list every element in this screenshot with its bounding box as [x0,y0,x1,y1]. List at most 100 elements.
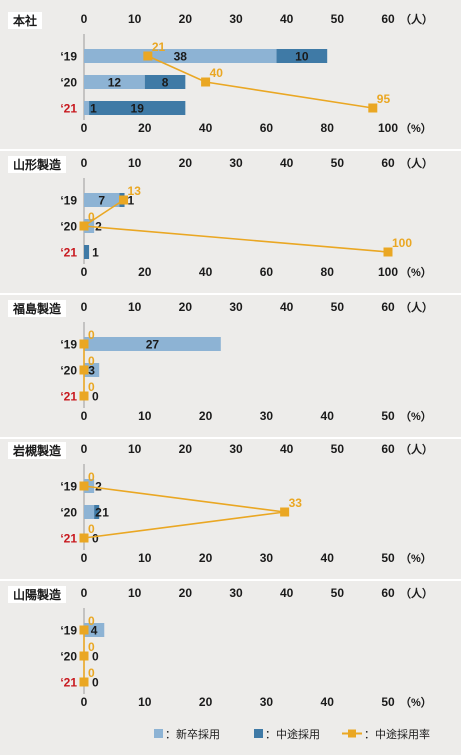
panel-1-label-mid-career-2: 8 [162,76,169,90]
panel-1-title-bg [8,12,42,29]
panel-2-title-bg [8,156,66,173]
panel-4-top-tick-4: 40 [280,442,294,456]
panel-5-top-tick-6: 60 [381,586,395,600]
panel-5-rate-marker-1 [79,625,89,635]
panel-2-rate-label-1: 13 [128,184,142,198]
panel-4-category-3: ‘21 [60,532,77,546]
panel-3-label-zero-3: 0 [92,390,99,404]
panel-1-bottom-tick-0: 0 [81,121,88,135]
panel-5-top-tick-2: 20 [179,586,193,600]
panel-1-bar-mid-career-2 [144,75,186,89]
panel-3-bottom-tick-4: 40 [321,409,335,423]
panel-3-title-bg [8,300,66,317]
legend: ：新卒採用 ：中途採用 ：中途採用率 [154,727,430,741]
panel-1-rate-label-1: 21 [152,40,166,54]
legend-new-grad-label: ：新卒採用 [165,727,220,741]
panel-3-top-tick-6: 60 [381,300,395,314]
panel-3-bottom-tick-3: 30 [260,409,274,423]
panel-1-label-new-grad-2: 12 [108,76,122,90]
panel-2-category-1: ‘19 [60,194,77,208]
panel-1-label-mid-career-1: 10 [295,50,309,64]
panel-5-bottom-tick-0: 0 [81,695,88,709]
panel-3-top-tick-0: 0 [81,300,88,314]
panel-5-top-tick-5: 50 [331,586,345,600]
panel-4-bottom-unit: （%） [400,552,432,565]
panel-4-category-1: ‘19 [60,480,77,494]
panel-2-bar-mid-career-3 [84,245,90,259]
panel-1-category-3: ‘21 [60,102,77,116]
panel-5-rate-label-1: 0 [88,614,95,628]
panel-4-rate-label-1: 0 [88,470,95,484]
panel-2-bottom-tick-0: 0 [81,265,88,279]
panel-1-rate-label-2: 40 [210,66,224,80]
panel-2-bottom-tick-4: 80 [321,265,335,279]
panel-3-label-new-grad-1: 27 [146,338,160,352]
panel-3-label-new-grad-2: 3 [88,364,95,378]
panel-5-top-tick-3: 30 [229,586,243,600]
panel-4-bottom-tick-2: 20 [199,551,213,565]
panel-3-top-tick-1: 10 [128,300,142,314]
panel-5-top-tick-1: 10 [128,586,142,600]
panel-1-top-tick-6: 60 [381,12,395,26]
panel-3-top-tick-2: 20 [179,300,193,314]
panel-4-title: 岩槻製造 [12,443,62,458]
panel-4-bottom-tick-5: 50 [381,551,395,565]
panel-4-top-tick-6: 60 [381,442,395,456]
panel-4-label-zero-3: 0 [92,532,99,546]
panel-4-rate-line [83,485,285,539]
panel-3-rate-marker-3 [79,391,89,401]
panel-4-top-unit: （人） [400,442,433,456]
panel-2-rate-marker-2 [79,221,89,231]
panel-3-rate-label-2: 0 [88,354,95,368]
panel-1-rate-label-3: 95 [377,92,391,106]
panel-5-label-new-grad-1: 4 [91,624,98,638]
panel-5-bottom-tick-2: 20 [199,695,213,709]
panel-1-rate-marker-3 [368,103,378,113]
panel-5-rate-marker-2 [79,651,89,661]
panel-4-label-new-grad-2: 2 [95,506,102,520]
panel-1-bar-new-grad-3 [84,101,90,115]
panel-4-bottom-tick-4: 40 [321,551,335,565]
panel-4-label-mid-career-2: 1 [102,506,109,520]
panel-3-rate-label-3: 0 [88,380,95,394]
panel-5-rate-marker-3 [79,677,89,687]
panel-4-rate-marker-2 [280,507,290,517]
panel-4-bottom-tick-0: 0 [81,551,88,565]
panel-1-top-tick-3: 30 [229,12,243,26]
panel-2-rate-line [81,199,389,253]
panel-2-bottom-tick-1: 20 [138,265,152,279]
panel-3-rate-marker-2 [79,365,89,375]
panel-2-top-unit: （人） [400,156,433,170]
panel-2-rate-label-3: 100 [392,236,412,250]
panel-2-rate-marker-3 [383,247,393,257]
panel-5-label-zero-3: 0 [92,676,99,690]
panel-5-category-3: ‘21 [60,676,77,690]
panel-1-top-tick-4: 40 [280,12,294,26]
panel-4-bottom-tick-1: 10 [138,551,152,565]
panel-1-bar-mid-career-3 [89,101,186,115]
panel-5-rate-label-3: 0 [88,666,95,680]
panel-3-top-tick-5: 50 [331,300,345,314]
panel-3-bar-new-grad-1 [84,337,221,351]
panel-1-top-tick-2: 20 [179,12,193,26]
panel-2-top-tick-3: 30 [229,156,243,170]
panel-1-bar-mid-career-1 [276,49,328,63]
panel-5-bottom-tick-3: 30 [260,695,274,709]
panel-2-top-tick-0: 0 [81,156,88,170]
panel-4-top-tick-5: 50 [331,442,345,456]
panel-2-top-tick-6: 60 [381,156,395,170]
panel-5-top-unit: （人） [400,586,433,600]
panel-4-label-new-grad-1: 2 [95,480,102,494]
panel-1-label-new-grad-1: 38 [174,50,188,64]
panel-3-bottom-unit: （%） [400,410,432,423]
panel-4-bottom-tick-3: 30 [260,551,274,565]
panel-4-top-tick-0: 0 [81,442,88,456]
panel-4-rate-label-2: 33 [289,496,303,510]
legend-mid-career-label: ：中途採用 [265,727,320,741]
panel-4-rate-marker-3 [79,533,89,543]
panel-3-top-tick-3: 30 [229,300,243,314]
panel-3-bottom-tick-0: 0 [81,409,88,423]
panel-2-bar-new-grad-1 [84,193,120,207]
panel-5-category-2: ‘20 [60,650,77,664]
panel-2-rate-label-2: 0 [88,210,95,224]
